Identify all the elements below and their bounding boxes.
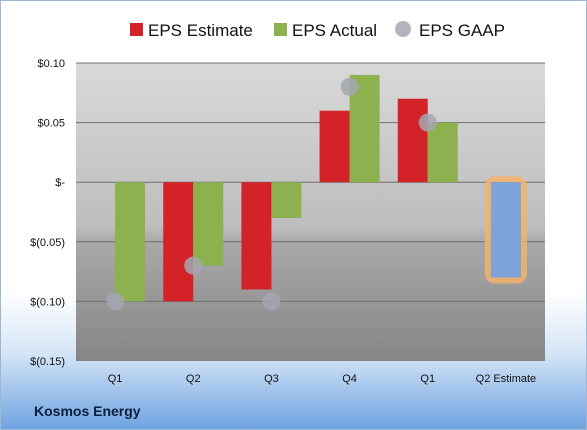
- x-tick-label: Q2 Estimate: [476, 373, 537, 385]
- x-tick-label: Q2: [186, 373, 201, 385]
- y-tick-label: $(0.10): [30, 296, 65, 308]
- gridlines: [76, 62, 545, 302]
- plot-area: [76, 63, 545, 361]
- x-tick-label: Q4: [342, 373, 357, 385]
- bar-eps-estimate: [241, 182, 272, 290]
- legend-swatch-estimate: [130, 23, 143, 36]
- y-tick-label: $(0.05): [30, 237, 65, 249]
- y-axis-ticks: $0.10 $0.05 $- $(0.05) $(0.10) $(0.15): [30, 58, 65, 368]
- gaap-point: [418, 113, 437, 132]
- gaap-point: [262, 292, 281, 311]
- x-tick-label: Q3: [264, 373, 279, 385]
- bar-eps-estimate-next: [490, 182, 521, 278]
- bar-eps-actual: [271, 182, 302, 218]
- gaap-point: [184, 256, 203, 275]
- bar-eps-estimate: [319, 110, 350, 183]
- bar-eps-estimate: [163, 182, 194, 302]
- legend-swatch-gaap: [395, 21, 411, 37]
- bar-eps-estimate: [397, 98, 428, 183]
- legend-label-gaap: EPS GAAP: [419, 21, 505, 40]
- bar-eps-actual: [427, 122, 458, 183]
- legend-label-estimate: EPS Estimate: [148, 21, 253, 40]
- y-tick-label: $0.10: [37, 58, 65, 70]
- gaap-point: [340, 77, 359, 96]
- company-name: Kosmos Energy: [34, 403, 141, 419]
- y-tick-label: $-: [55, 177, 65, 189]
- x-tick-label: Q1: [108, 373, 123, 385]
- x-tick-label: Q1: [420, 373, 435, 385]
- y-tick-label: $0.05: [37, 118, 65, 130]
- gaap-point: [106, 292, 125, 311]
- legend-swatch-actual: [274, 23, 287, 36]
- legend-label-actual: EPS Actual: [292, 21, 377, 40]
- bars: [115, 74, 527, 302]
- gaap-points: [106, 77, 437, 311]
- x-axis-ticks: Q1 Q2 Q3 Q4 Q1 Q2 Estimate: [108, 373, 536, 385]
- bar-eps-actual: [193, 182, 224, 266]
- bar-eps-actual: [115, 182, 146, 302]
- next-estimate-highlight: [484, 176, 527, 284]
- y-tick-label: $(0.15): [30, 356, 65, 368]
- legend: EPS Estimate EPS Actual EPS GAAP: [130, 21, 505, 40]
